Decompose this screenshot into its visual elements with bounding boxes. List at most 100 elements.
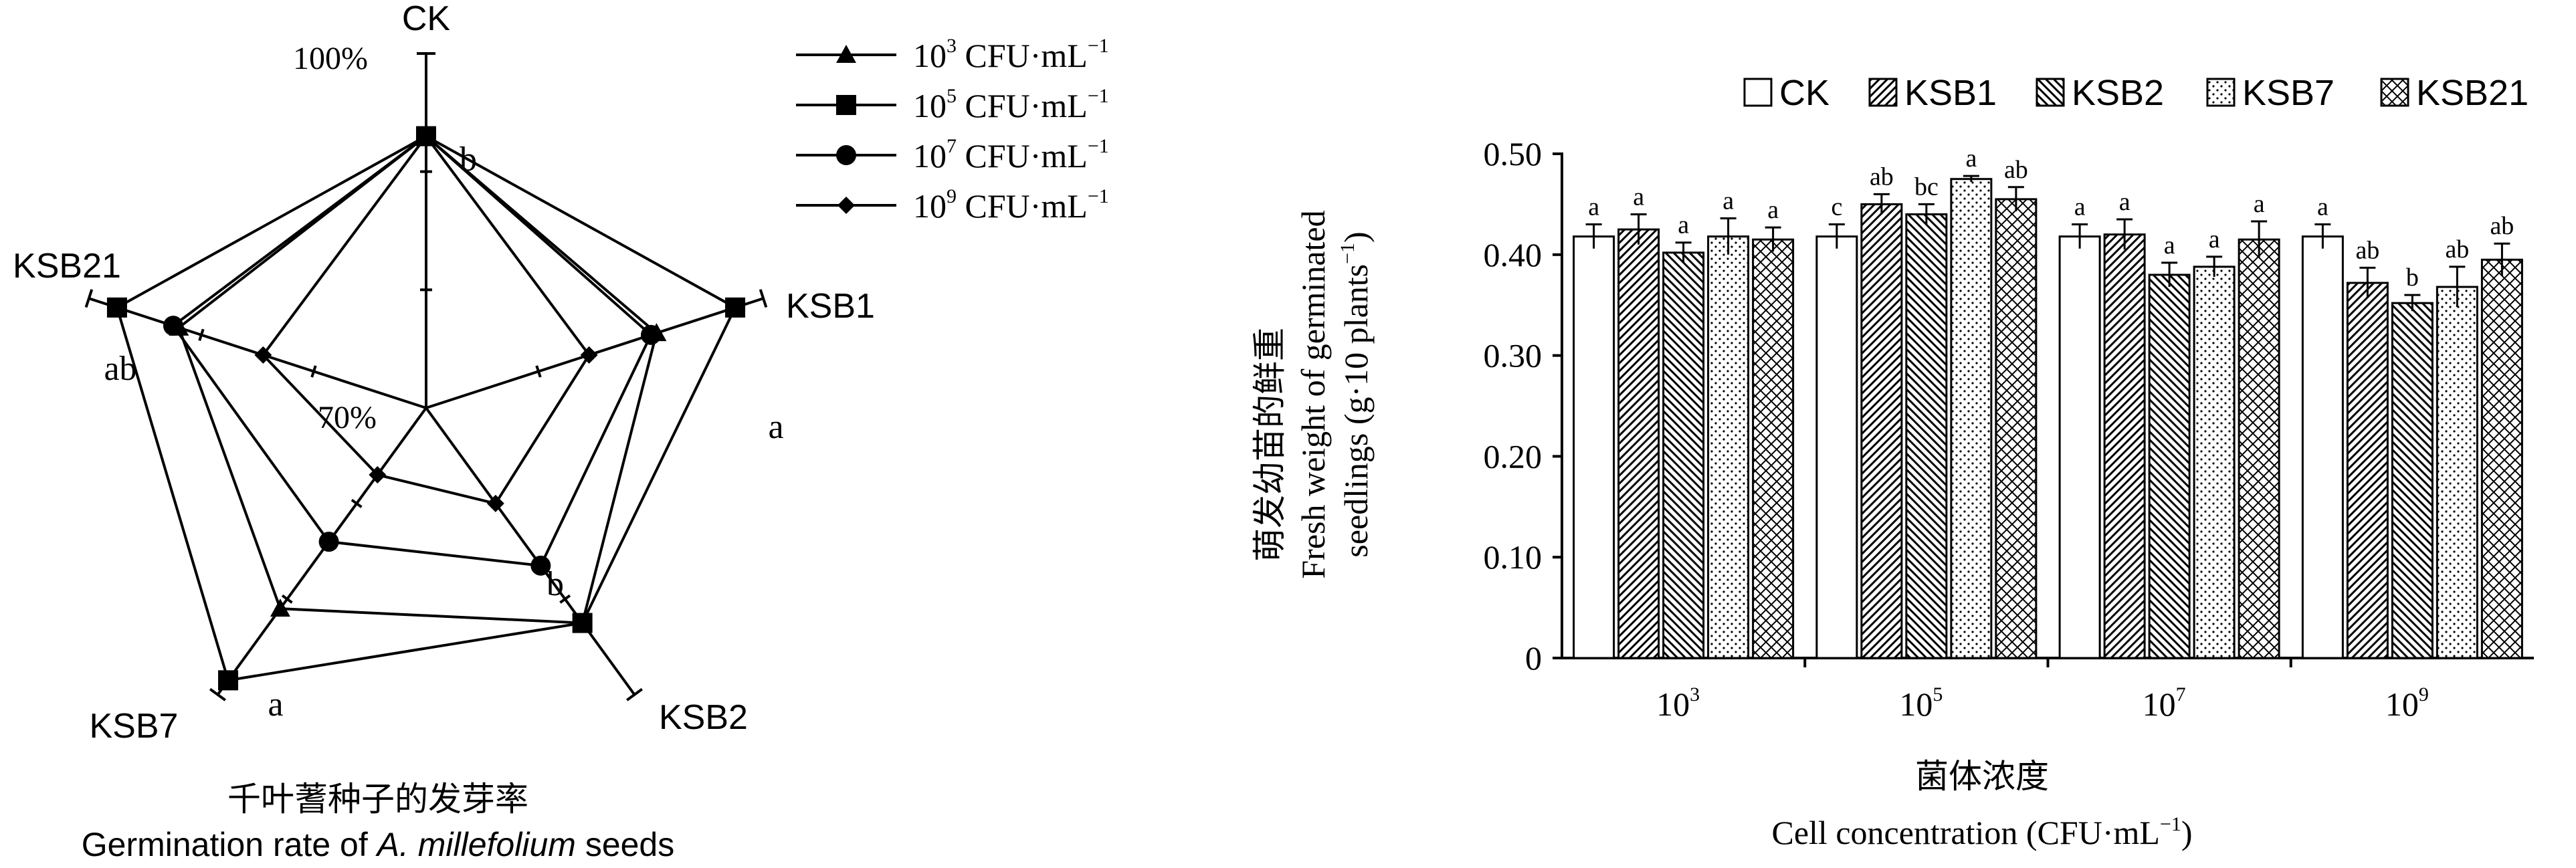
legend-swatch-ksb7 bbox=[2206, 78, 2236, 107]
radar-series-line-7 bbox=[171, 134, 653, 567]
radar-legend-label-3: 103 CFU·mL−1 bbox=[913, 35, 1109, 74]
radar-legend-label-7: 107 CFU·mL−1 bbox=[913, 135, 1109, 175]
radar-legend-marker-9 bbox=[837, 197, 855, 214]
radar-legend-label-9: 109 CFU·mL−1 bbox=[913, 185, 1109, 225]
significance-letter: ab bbox=[2490, 212, 2514, 240]
radar-point-9 bbox=[580, 346, 598, 364]
bar-ksb21 bbox=[1995, 198, 2038, 659]
significance-letter: a bbox=[1678, 211, 1689, 239]
y-tick-label: 0.20 bbox=[1484, 437, 1543, 475]
radar-point-5 bbox=[725, 297, 746, 318]
significance-letter: a bbox=[1965, 144, 1977, 173]
radar-point-9 bbox=[369, 466, 387, 484]
x-tick-label: 107 bbox=[2143, 683, 2186, 723]
x-tick-label: 103 bbox=[1656, 683, 1700, 723]
radar-axis-tick bbox=[535, 365, 542, 378]
legend-label-ksb7: KSB7 bbox=[2242, 73, 2335, 113]
radar-axis-labels: CK KSB1 KSB2 KSB7 KSB21 bbox=[13, 0, 875, 746]
radar-axis-tick bbox=[351, 499, 363, 508]
radar-significance-letter: b bbox=[460, 140, 477, 179]
bar-ksb7 bbox=[1707, 235, 1750, 659]
radar-point-9 bbox=[417, 127, 435, 145]
significance-letter: a bbox=[2164, 231, 2175, 259]
significance-letter: a bbox=[1722, 187, 1734, 215]
radar-axis-label-ksb7: KSB7 bbox=[90, 707, 179, 746]
radar-point-9 bbox=[486, 494, 504, 512]
radar-series-line-5 bbox=[115, 134, 737, 682]
bar-ksb21 bbox=[2238, 238, 2280, 659]
y-tick-label: 0.10 bbox=[1484, 538, 1543, 576]
radar-point-5 bbox=[106, 297, 127, 318]
bar-ksb2 bbox=[1662, 251, 1705, 659]
radar-caption-en: Germination rate of A. millefolium seeds bbox=[82, 826, 675, 863]
radar-significance-letter: a bbox=[768, 408, 783, 446]
significance-letter: ab bbox=[2445, 235, 2469, 263]
radar-axis-tick bbox=[209, 687, 226, 701]
y-tick-label: 0.50 bbox=[1484, 135, 1543, 173]
radar-significance-letter: ab bbox=[104, 350, 136, 388]
significance-letter: ab bbox=[2355, 236, 2379, 264]
radar-axis-tick bbox=[310, 365, 317, 378]
significance-letter: a bbox=[1633, 183, 1644, 211]
bar-ck bbox=[2301, 235, 2344, 659]
radar-axis-tick bbox=[84, 289, 94, 308]
radar-axes bbox=[84, 52, 768, 701]
legend-label-ksb2: KSB2 bbox=[2072, 73, 2164, 113]
bar-ksb2 bbox=[2148, 274, 2191, 659]
radar-tick-min: 70% bbox=[318, 400, 377, 435]
x-axis-label-zh: 菌体浓度 bbox=[1915, 758, 2049, 795]
radar-legend: 103 CFU·mL−1 105 CFU·mL−1 107 CFU·mL−1 109 … bbox=[796, 35, 1109, 225]
significance-letter: bc bbox=[1914, 173, 1939, 201]
x-axis-label-en-exp: −1 bbox=[2160, 813, 2181, 835]
radar-axis-label-ksb21: KSB21 bbox=[13, 247, 121, 286]
legend-swatch-ck bbox=[1743, 78, 1773, 107]
significance-letter: a bbox=[2209, 225, 2220, 253]
radar-tick-max: 100% bbox=[293, 41, 368, 76]
radar-significance-letter: b bbox=[547, 565, 564, 603]
radar-series-line-3 bbox=[177, 134, 658, 625]
legend-label-ck: CK bbox=[1779, 73, 1829, 113]
radar-axis-tick bbox=[626, 687, 643, 701]
legend-label-ksb1: KSB1 bbox=[1904, 73, 1997, 113]
radar-point-3 bbox=[270, 599, 290, 617]
radar-point-5 bbox=[218, 670, 239, 691]
radar-caption-en-post: seeds bbox=[576, 826, 674, 863]
radar-axis-ksb2 bbox=[425, 407, 636, 695]
y-axis-label-en-2-exp: −1 bbox=[1336, 243, 1359, 264]
legend-swatch-ksb21 bbox=[2380, 78, 2409, 107]
significance-letter: b bbox=[2406, 263, 2419, 292]
bar-y-axis-label: 萌发幼苗的鲜重 Fresh weight of germinated seedl… bbox=[1251, 210, 1375, 578]
bar-ksb7 bbox=[1950, 178, 1993, 659]
radar-series-line-9 bbox=[261, 134, 591, 506]
radar-axis-label-ksb1: KSB1 bbox=[786, 287, 875, 326]
bar-ksb7 bbox=[2193, 265, 2236, 659]
significance-letter: c bbox=[1831, 193, 1842, 221]
bar-ksb1 bbox=[2103, 233, 2146, 659]
radar-legend-marker-5 bbox=[836, 95, 856, 115]
significance-letter: a bbox=[2317, 193, 2329, 221]
radar-point-7 bbox=[641, 324, 662, 345]
legend-swatch-ksb1 bbox=[1868, 78, 1898, 107]
bar-ksb21 bbox=[2480, 258, 2523, 659]
radar-series-group bbox=[106, 126, 746, 691]
y-axis-label-zh: 萌发幼苗的鲜重 bbox=[1251, 328, 1288, 562]
radar-legend-marker-7 bbox=[836, 145, 856, 165]
legend-label-ksb21: KSB21 bbox=[2416, 73, 2529, 113]
y-tick-label: 0.30 bbox=[1484, 337, 1543, 374]
radar-point-7 bbox=[530, 555, 551, 576]
bar-ck bbox=[2058, 235, 2101, 659]
y-tick-label: 0 bbox=[1525, 639, 1542, 677]
radar-caption-en-pre: Germination rate of bbox=[82, 826, 377, 863]
radar-axis-tick bbox=[559, 594, 571, 604]
significance-letter: a bbox=[2254, 190, 2265, 218]
radar-axis-label-ksb2: KSB2 bbox=[659, 698, 748, 737]
x-tick-label: 109 bbox=[2385, 683, 2429, 723]
radar-legend-marker-3 bbox=[836, 45, 856, 63]
x-tick-label: 105 bbox=[1899, 683, 1943, 723]
significance-letter: a bbox=[1767, 196, 1779, 224]
radar-axis-tick bbox=[281, 594, 293, 604]
